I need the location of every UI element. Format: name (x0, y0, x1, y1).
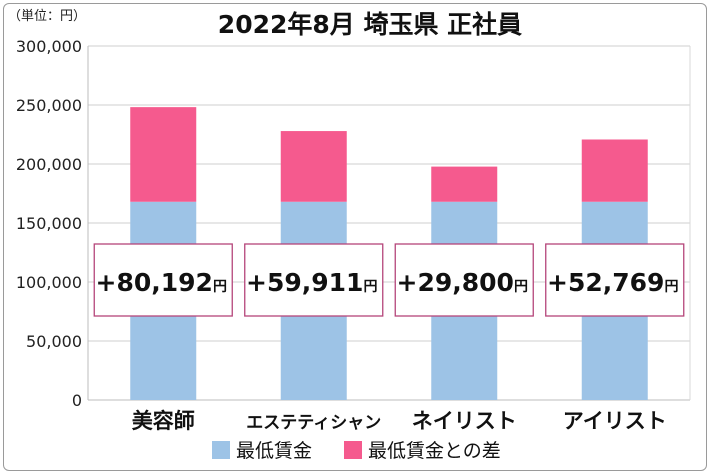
x-tick-label: 美容師 (132, 409, 195, 433)
legend-swatch (212, 441, 230, 459)
difference-labels: +80,192円 +59,911円 +29,800円 +52,769円 (93, 243, 685, 317)
difference-label: +52,769円 (545, 243, 685, 317)
legend-label: 最低賃金 (236, 440, 312, 462)
difference-label: +59,911円 (244, 243, 384, 317)
x-tick-label: アイリスト (563, 409, 667, 433)
x-tick-label: ネイリスト (412, 409, 517, 433)
difference-value: +80,192円 (96, 268, 227, 297)
difference-value: +29,800円 (397, 268, 528, 297)
difference-value: +59,911円 (246, 268, 377, 297)
y-tick-label: 200,000 (16, 155, 82, 174)
y-tick-label: 50,000 (26, 332, 82, 351)
difference-label: +29,800円 (394, 243, 534, 317)
difference-value: +52,769円 (547, 268, 678, 297)
legend-swatch (344, 441, 362, 459)
y-tick-label: 100,000 (16, 273, 82, 292)
x-tick-label: エステティシャン (246, 413, 381, 433)
difference-label-box (545, 243, 685, 317)
y-tick-label: 250,000 (16, 96, 82, 115)
difference-label: +80,192円 (93, 243, 233, 317)
difference-label-box (394, 243, 534, 317)
bar-segment (581, 139, 648, 202)
y-tick-label: 150,000 (16, 214, 82, 233)
difference-label-box (244, 243, 384, 317)
y-tick-label: 0 (72, 391, 82, 410)
y-tick-label: 300,000 (16, 37, 82, 56)
bar-segment (280, 131, 347, 202)
legend-label: 最低賃金との差 (368, 440, 501, 462)
chart-title: 2022年8月 埼玉県 正社員 (218, 10, 522, 39)
bar-segment (130, 107, 197, 202)
y-axis-ticks: 0 50,000 100,000 150,000 200,000 250,000 300,0… (16, 37, 82, 410)
unit-label: （単位：円） (8, 8, 86, 24)
legend: 最低賃金 最低賃金との差 (212, 440, 501, 462)
bar-segment (431, 166, 498, 202)
x-axis-labels: 美容師 エステティシャン ネイリスト アイリスト (132, 409, 667, 433)
difference-label-box (93, 243, 233, 317)
